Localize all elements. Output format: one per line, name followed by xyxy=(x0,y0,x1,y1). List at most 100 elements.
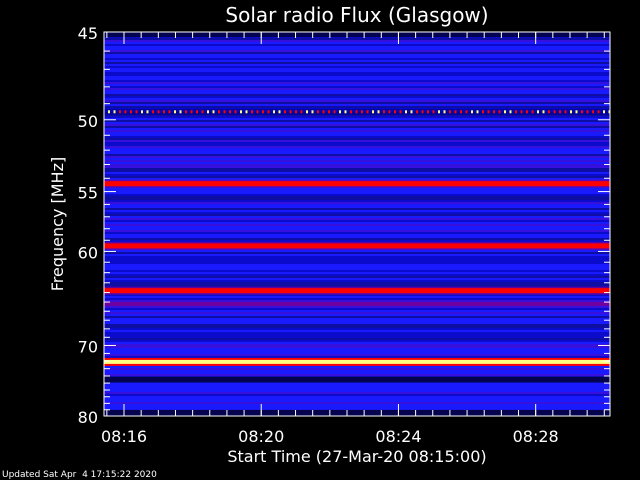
chart-title: Solar radio Flux (Glasgow) xyxy=(225,3,488,27)
noise-row xyxy=(104,332,610,334)
band-bright xyxy=(104,359,610,364)
band-dot xyxy=(432,110,435,114)
noise-row xyxy=(104,336,610,338)
band-dot xyxy=(196,110,198,114)
noise-row xyxy=(104,232,610,234)
band-dot xyxy=(229,110,231,114)
band-dot xyxy=(399,110,402,114)
band-dot xyxy=(388,110,391,114)
band-dot xyxy=(564,110,567,114)
band-dot xyxy=(322,110,325,114)
noise-row xyxy=(104,280,610,282)
noise-row xyxy=(104,354,610,356)
plot-border xyxy=(103,31,611,417)
band-dot xyxy=(465,110,468,114)
noise-row xyxy=(104,86,610,88)
noise-row xyxy=(104,394,610,396)
band-dot xyxy=(575,110,578,114)
band-dot xyxy=(394,110,396,114)
band-dot xyxy=(509,110,512,114)
band-dot xyxy=(443,110,446,114)
band-dot xyxy=(493,110,495,114)
band-dot xyxy=(421,110,424,114)
noise-row xyxy=(104,258,610,260)
noise-row xyxy=(104,344,610,346)
noise-row xyxy=(104,294,610,296)
band-dot xyxy=(350,110,352,114)
noise-row xyxy=(104,392,610,394)
noise-row xyxy=(104,260,610,262)
noise-row xyxy=(104,136,610,138)
noise-row xyxy=(104,224,610,226)
band-dot xyxy=(515,110,517,114)
noise-row xyxy=(104,96,610,98)
noise-row xyxy=(104,82,610,84)
band-dot xyxy=(366,110,369,114)
band-dark xyxy=(104,409,610,416)
band-dot xyxy=(471,110,473,114)
band-dot xyxy=(570,110,572,114)
y-tick-label: 80 xyxy=(78,408,98,427)
band-dot xyxy=(185,110,187,114)
band-dot xyxy=(405,110,407,114)
band-dot xyxy=(284,110,286,114)
band-dot xyxy=(542,110,545,114)
y-axis: 45 50 55 60 70 80 xyxy=(78,24,610,427)
noise-row xyxy=(104,338,610,340)
band-dot xyxy=(482,110,484,114)
noise-row xyxy=(104,88,610,90)
noise-row xyxy=(104,154,610,156)
noise-row xyxy=(104,238,610,240)
noise-row xyxy=(104,94,610,96)
band-dot xyxy=(306,110,308,114)
band-purple xyxy=(104,301,610,306)
noise-row xyxy=(104,300,610,302)
band-dot xyxy=(245,110,248,114)
band-dot xyxy=(559,110,561,114)
noise-row xyxy=(104,328,610,330)
band-dot xyxy=(498,110,501,114)
noise-row xyxy=(104,326,610,328)
band-red xyxy=(104,243,610,249)
band-dot xyxy=(124,110,127,114)
band-dot xyxy=(174,110,176,114)
band-dot xyxy=(548,110,550,114)
band-dot xyxy=(141,110,143,114)
band-dot xyxy=(427,110,429,114)
band-dot xyxy=(157,110,160,114)
noise-row xyxy=(104,368,610,370)
band-dot xyxy=(476,110,479,114)
band-dot xyxy=(449,110,451,114)
band-dot xyxy=(146,110,149,114)
band-dot xyxy=(240,110,242,114)
noise-row xyxy=(104,168,610,170)
noise-row xyxy=(104,156,610,158)
noise-row xyxy=(104,58,610,60)
x-axis-label: Start Time (27-Mar-20 08:15:00) xyxy=(227,447,486,466)
plot-area xyxy=(104,32,610,416)
noise-row xyxy=(104,198,610,200)
noise-row xyxy=(104,346,610,348)
noise-row xyxy=(104,252,610,254)
y-axis-label: Frequency [MHz] xyxy=(48,157,67,291)
noise-row xyxy=(104,140,610,142)
noise-row xyxy=(104,274,610,276)
noise-row xyxy=(104,166,610,168)
noise-row xyxy=(104,306,610,308)
footer-timestamp: Updated Sat Apr 4 17:15:22 2020 xyxy=(2,470,157,480)
noise-row xyxy=(104,402,610,404)
x-tick-label: 08:28 xyxy=(513,427,559,446)
band-dot xyxy=(278,110,281,114)
band-dot xyxy=(531,110,534,114)
band-dot xyxy=(361,110,363,114)
y-tick-label: 60 xyxy=(78,243,98,262)
noise-row xyxy=(104,106,610,108)
noise-row xyxy=(104,220,610,222)
y-tick-label: 55 xyxy=(78,184,98,203)
band-dot xyxy=(460,110,462,114)
band-dot xyxy=(383,110,385,114)
noise-row xyxy=(104,102,610,104)
noise-row xyxy=(104,176,610,178)
band-dot xyxy=(251,110,253,114)
band-dot xyxy=(487,110,490,114)
